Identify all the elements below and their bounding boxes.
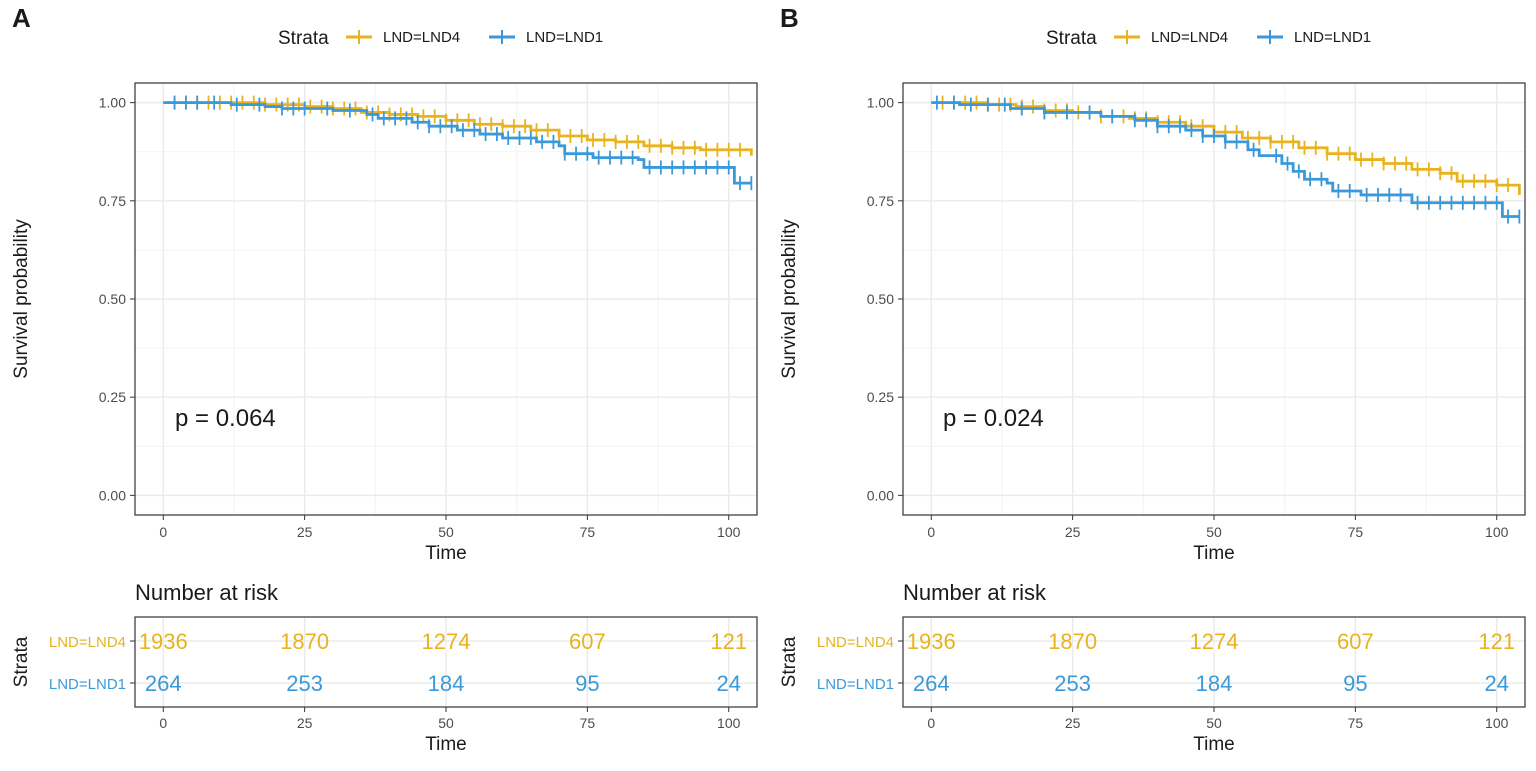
y-tick-label: 0.50 bbox=[867, 291, 894, 307]
risk-row-label: LND=LND1 bbox=[817, 676, 894, 693]
legend-label: LND=LND1 bbox=[526, 29, 603, 46]
risk-count: 1936 bbox=[139, 629, 188, 654]
p-value-label: p = 0.064 bbox=[175, 405, 276, 432]
legend-label: LND=LND1 bbox=[1294, 29, 1371, 46]
y-tick-label: 0.75 bbox=[99, 193, 126, 209]
plot-area: 0 25 50 75 100 0.00 0.25 0.50 0.75 1.00 Time Surviv… bbox=[779, 82, 1526, 564]
risk-count: 24 bbox=[1484, 671, 1508, 696]
risk-x-tick-label: 25 bbox=[297, 715, 313, 731]
x-tick-label: 75 bbox=[580, 524, 596, 540]
plot-area: 0 25 50 75 100 0.00 0.25 0.50 0.75 1.00 Time Surviv… bbox=[11, 82, 758, 564]
risk-x-tick-label: 0 bbox=[159, 715, 167, 731]
y-tick-label: 0.75 bbox=[867, 193, 894, 209]
x-tick-label: 50 bbox=[1206, 524, 1222, 540]
p-value-label: p = 0.024 bbox=[943, 405, 1044, 432]
x-axis-label: Time bbox=[1193, 543, 1235, 564]
y-axis-label: Survival probability bbox=[779, 219, 800, 379]
y-tick-label: 0.25 bbox=[99, 389, 126, 405]
risk-count: 1870 bbox=[280, 629, 329, 654]
risk-table-title: Number at risk bbox=[903, 580, 1047, 605]
risk-x-tick-label: 100 bbox=[1485, 715, 1509, 731]
y-tick-label: 0.50 bbox=[99, 291, 126, 307]
x-tick-label: 0 bbox=[159, 524, 167, 540]
risk-x-tick-label: 75 bbox=[1348, 715, 1364, 731]
risk-count: 253 bbox=[286, 671, 323, 696]
series-lnd-lnd1 bbox=[931, 95, 1521, 224]
legend: Strata LND=LND4 LND=LND1 bbox=[1046, 28, 1371, 49]
risk-count: 607 bbox=[1337, 629, 1374, 654]
legend-label: LND=LND4 bbox=[383, 29, 460, 46]
survival-curve bbox=[163, 101, 752, 185]
risk-count: 1274 bbox=[1190, 629, 1239, 654]
legend-title: Strata bbox=[278, 28, 329, 49]
legend: Strata LND=LND4 LND=LND1 bbox=[278, 28, 603, 49]
risk-x-tick-label: 0 bbox=[927, 715, 935, 731]
risk-table-title: Number at risk bbox=[135, 580, 279, 605]
y-tick-label: 1.00 bbox=[99, 95, 126, 111]
risk-count: 607 bbox=[569, 629, 606, 654]
y-tick-label: 0.25 bbox=[867, 389, 894, 405]
risk-x-tick-label: 75 bbox=[580, 715, 596, 731]
risk-y-axis-label: Strata bbox=[779, 636, 800, 687]
plot-border bbox=[902, 82, 1526, 516]
x-tick-label: 100 bbox=[717, 524, 741, 540]
risk-table: Number at risk LND=LND4 1936 1870 1274 607 121… bbox=[11, 580, 758, 755]
risk-row-label: LND=LND4 bbox=[817, 634, 894, 651]
legend-title: Strata bbox=[1046, 28, 1097, 49]
x-tick-label: 25 bbox=[297, 524, 313, 540]
x-tick-label: 0 bbox=[927, 524, 935, 540]
plot-border bbox=[134, 82, 758, 516]
risk-count: 184 bbox=[428, 671, 465, 696]
risk-x-tick-label: 50 bbox=[438, 715, 454, 731]
risk-count: 95 bbox=[1343, 671, 1367, 696]
risk-count: 184 bbox=[1196, 671, 1233, 696]
risk-count: 1274 bbox=[422, 629, 471, 654]
y-tick-label: 0.00 bbox=[99, 487, 126, 503]
x-tick-label: 75 bbox=[1348, 524, 1364, 540]
risk-count: 1936 bbox=[907, 629, 956, 654]
y-axis-label: Survival probability bbox=[11, 219, 32, 379]
risk-count: 264 bbox=[913, 671, 950, 696]
panel-tag: A bbox=[12, 3, 31, 33]
risk-row-label: LND=LND4 bbox=[49, 634, 126, 651]
panel-a: A Strata LND=LND4 LND=LND1 0 25 50 75 100 0.00 0.2… bbox=[11, 3, 758, 755]
y-tick-label: 0.00 bbox=[867, 487, 894, 503]
risk-x-tick-label: 25 bbox=[1065, 715, 1081, 731]
series-lnd-lnd1 bbox=[163, 95, 753, 191]
panel-b: B Strata LND=LND4 LND=LND1 0 25 50 75 100 0.00 0.2… bbox=[779, 3, 1526, 755]
x-tick-label: 100 bbox=[1485, 524, 1509, 540]
risk-count: 121 bbox=[1478, 629, 1515, 654]
risk-x-axis-label: Time bbox=[1193, 734, 1235, 755]
x-tick-label: 50 bbox=[438, 524, 454, 540]
risk-y-axis-label: Strata bbox=[11, 636, 32, 687]
panel-tag: B bbox=[780, 3, 799, 33]
risk-count: 1870 bbox=[1048, 629, 1097, 654]
risk-count: 95 bbox=[575, 671, 599, 696]
x-tick-label: 25 bbox=[1065, 524, 1081, 540]
x-axis-label: Time bbox=[425, 543, 467, 564]
risk-table: Number at risk LND=LND4 1936 1870 1274 607 121… bbox=[779, 580, 1526, 755]
risk-x-tick-label: 100 bbox=[717, 715, 741, 731]
y-tick-label: 1.00 bbox=[867, 95, 894, 111]
legend-label: LND=LND4 bbox=[1151, 29, 1228, 46]
survival-curve bbox=[931, 101, 1521, 195]
risk-count: 24 bbox=[716, 671, 740, 696]
risk-x-axis-label: Time bbox=[425, 734, 467, 755]
risk-x-tick-label: 50 bbox=[1206, 715, 1222, 731]
risk-count: 253 bbox=[1054, 671, 1091, 696]
risk-count: 264 bbox=[145, 671, 182, 696]
risk-count: 121 bbox=[710, 629, 747, 654]
risk-row-label: LND=LND1 bbox=[49, 676, 126, 693]
